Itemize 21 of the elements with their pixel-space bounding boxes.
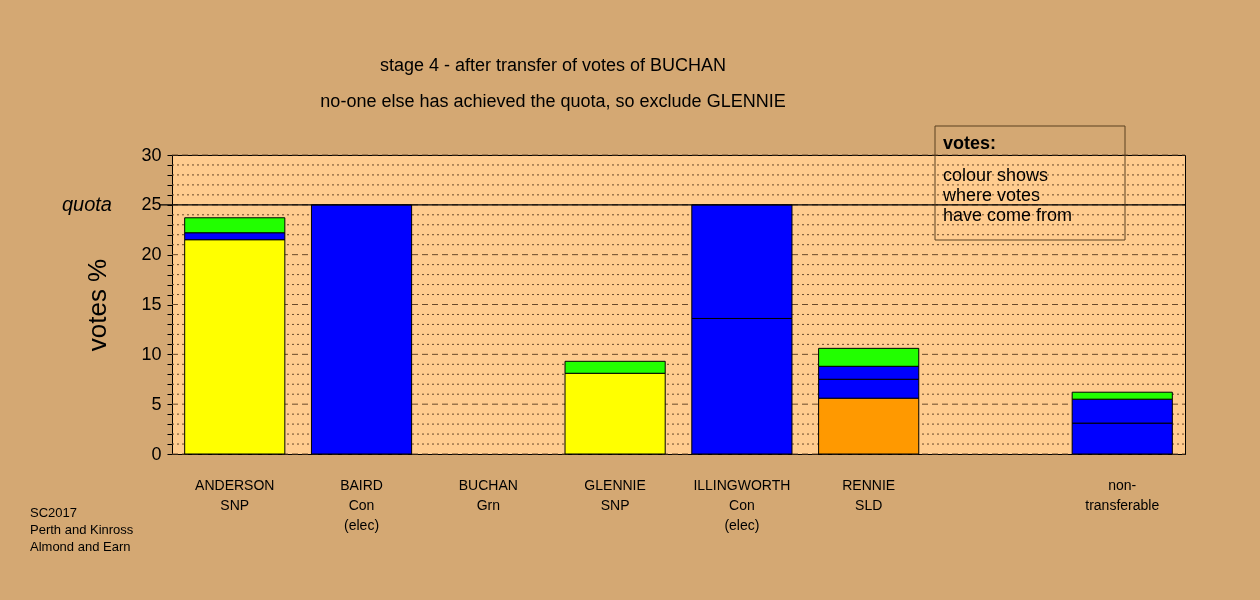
x-tick-label: BUCHAN Grn: [458, 476, 518, 513]
y-tick-label: 15: [141, 294, 162, 314]
text: votes:: [943, 133, 997, 153]
chart-subtitle: no-one else has achieved the quota, so exclude GLENNIE: [320, 91, 786, 111]
chart-title: stage 4 - after transfer of votes of BUCHAN: [379, 55, 727, 75]
y-axis-title: votes %: [82, 258, 113, 352]
y-tick-label: 10: [141, 343, 162, 364]
x-tick-label: RENNIE SLD: [842, 476, 896, 513]
text: SC2017 Perth and Kinross Almond and Earn: [30, 505, 134, 554]
y-tick-label: 30: [141, 144, 162, 165]
y-tick-label: 25: [141, 194, 162, 215]
x-tick-label: BAIRD Con (elec): [340, 476, 383, 533]
annotation: colour shows where votes have come from: [942, 165, 1073, 225]
ref-line-label: quota: [61, 192, 112, 215]
x-tick-label: GLENNIE SNP: [584, 476, 646, 513]
x-tick-label: ANDERSON SNP: [195, 476, 275, 513]
y-tick-label: 0: [151, 443, 162, 464]
y-tick-label: 20: [141, 244, 162, 265]
x-tick-label: ILLINGWORTH Con (elec): [693, 476, 791, 533]
x-tick-label: non- transferable: [1085, 476, 1160, 513]
y-tick-label: 5: [151, 393, 162, 414]
